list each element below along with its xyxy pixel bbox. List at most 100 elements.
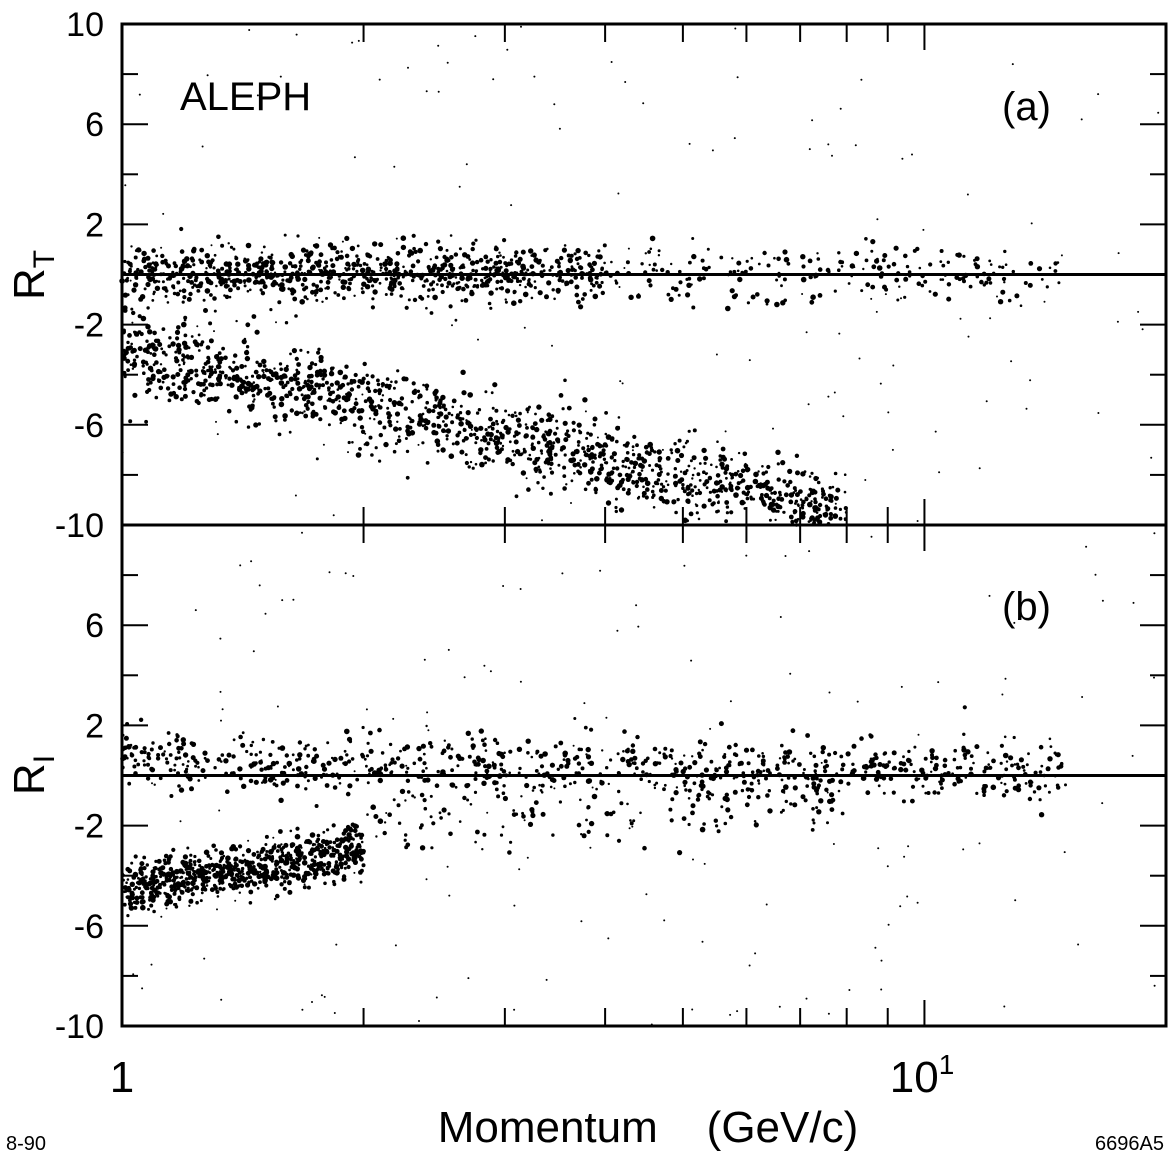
panel-b-point	[268, 752, 273, 758]
panel-a-point	[313, 243, 320, 249]
panel-a-point	[419, 276, 424, 281]
panel-b-point	[691, 1008, 694, 1011]
panel-a-point	[342, 296, 346, 301]
panel-b-point	[692, 781, 697, 786]
panel-a-point	[702, 482, 707, 487]
panel-a-point	[216, 234, 221, 240]
panel-a-point	[774, 518, 777, 522]
panel-a-point	[192, 283, 197, 287]
panel-a-point	[508, 440, 512, 444]
panel-a-point	[625, 490, 631, 496]
panel-a-point	[631, 445, 635, 449]
panel-a-point	[246, 289, 250, 293]
panel-a-point	[694, 491, 699, 496]
panel-a-point	[750, 294, 756, 300]
panel-b-point	[425, 777, 431, 783]
panel-a-point	[150, 269, 155, 274]
panel-a-point	[384, 383, 390, 389]
panel-a-point	[615, 466, 620, 471]
panel-a-point	[701, 447, 707, 454]
panel-b-point	[133, 905, 138, 910]
panel-a-point	[687, 464, 691, 468]
panel-b-point	[958, 765, 963, 770]
panel-b-point	[309, 832, 316, 838]
panel-a-point	[452, 282, 456, 286]
panel-a-point	[713, 480, 720, 486]
panel-b-point	[583, 725, 588, 730]
panel-b-point	[476, 758, 481, 763]
panel-a-point	[152, 346, 159, 352]
panel-b-point	[289, 856, 293, 860]
panel-b-point	[1030, 781, 1034, 784]
svg-text:RI: RI	[5, 755, 61, 795]
panel-a-point	[685, 277, 689, 281]
panel-a-point	[361, 290, 365, 295]
panel-a-point	[530, 445, 536, 451]
panel-b-point	[599, 569, 602, 572]
panel-a-point	[373, 418, 376, 421]
panel-a-point	[840, 265, 844, 268]
panel-a-point	[507, 275, 510, 279]
panel-b-point	[282, 886, 287, 891]
panel-a-point	[997, 299, 1004, 305]
panel-a-point	[155, 254, 159, 258]
panel-a-point	[591, 260, 598, 266]
panel-b-point	[366, 741, 370, 745]
panel-a-point	[519, 259, 522, 262]
panel-a-point	[816, 480, 821, 485]
panel-a-point	[449, 234, 453, 237]
panel-a-point	[538, 258, 542, 263]
panel-a-point	[740, 468, 746, 474]
panel-a-point	[962, 254, 966, 258]
panel-b-point	[137, 886, 142, 891]
panel-b-point	[823, 759, 828, 764]
panel-a-point	[235, 261, 241, 267]
panel-b-point	[792, 785, 798, 791]
panel-a-point	[227, 277, 231, 281]
panel-b-point	[780, 743, 784, 748]
panel-a-point	[387, 383, 392, 388]
panel-a-point	[253, 369, 259, 375]
panel-a-point	[161, 280, 165, 284]
panel-a-point	[594, 476, 600, 482]
panel-b-point	[873, 752, 878, 757]
panel-a-point	[614, 509, 618, 514]
panel-b-point	[264, 883, 269, 888]
panel-a-point	[356, 384, 361, 389]
panel-a-point	[317, 395, 323, 401]
panel-a-point	[533, 257, 539, 263]
panel-a-point	[213, 330, 215, 333]
panel-b-point	[332, 840, 337, 845]
panel-b-point	[1048, 737, 1052, 741]
panel-a-point	[201, 145, 204, 148]
panel-b-point	[214, 848, 218, 852]
panel-b-point	[300, 846, 303, 849]
panel-a-point	[600, 280, 604, 285]
panel-a-point	[243, 281, 246, 285]
panel-b-point	[276, 705, 279, 708]
panel-a-point	[690, 488, 695, 493]
panel-a-point	[828, 494, 834, 500]
panel-b-point	[527, 821, 534, 828]
panel-a-point	[1010, 360, 1013, 363]
panel-a-point	[204, 386, 209, 390]
panel-b-point	[345, 824, 351, 830]
panel-b-point	[715, 824, 719, 828]
panel-a-point	[472, 432, 477, 437]
panel-a-point	[776, 256, 781, 262]
panel-a-point	[557, 271, 560, 274]
panel-a-point	[175, 336, 180, 341]
panel-b-point	[767, 789, 771, 793]
panel-a-point	[266, 386, 271, 391]
panel-a-point	[645, 446, 648, 449]
panel-a-point	[470, 246, 475, 252]
panel-b-point	[211, 843, 216, 849]
panel-b-point	[903, 855, 906, 858]
panel-a-point	[288, 376, 295, 382]
panel-a-point	[998, 265, 1002, 269]
panel-a-point	[144, 419, 149, 424]
panel-a-point	[621, 487, 626, 492]
panel-a-point	[815, 511, 819, 514]
panel-a-point	[295, 370, 301, 376]
panel-a-point	[882, 284, 887, 290]
